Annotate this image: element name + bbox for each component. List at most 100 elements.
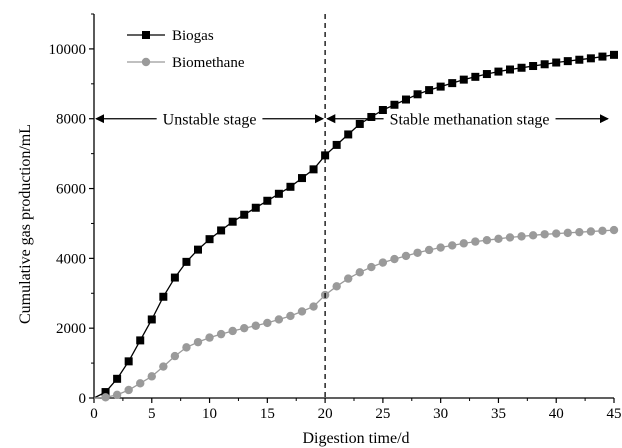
biogas-point bbox=[194, 245, 202, 254]
x-tick-label: 0 bbox=[90, 406, 98, 422]
biomethane-point bbox=[124, 385, 133, 395]
biogas-point bbox=[529, 62, 538, 71]
y-tick-label: 8000 bbox=[56, 112, 86, 128]
biogas-point bbox=[332, 140, 341, 149]
biomethane-point bbox=[263, 318, 272, 328]
biomethane-point bbox=[505, 233, 515, 242]
annotation-layer: Unstable stage Stable methanation stage bbox=[95, 14, 609, 398]
stable-stage-label: Stable methanation stage bbox=[390, 112, 550, 129]
biomethane-point bbox=[182, 343, 191, 352]
biogas-point bbox=[482, 70, 491, 79]
x-tick-label: 45 bbox=[607, 406, 622, 422]
biomethane-point bbox=[609, 225, 619, 235]
biogas-point bbox=[494, 67, 503, 76]
biomethane-point bbox=[355, 268, 364, 277]
biomethane-point bbox=[390, 254, 399, 264]
biogas-point bbox=[413, 90, 422, 99]
biomethane-point bbox=[424, 245, 434, 255]
biogas-point bbox=[298, 174, 306, 183]
biogas-point bbox=[251, 203, 260, 212]
x-axis-label: Digestion time/d bbox=[302, 430, 409, 447]
biomethane-point bbox=[112, 390, 122, 400]
biomethane-point bbox=[240, 323, 249, 333]
biogas-point bbox=[563, 57, 572, 66]
biogas-point bbox=[586, 54, 595, 63]
biomethane-point bbox=[448, 241, 457, 250]
biomethane-point bbox=[552, 229, 561, 238]
legend-biogas-marker bbox=[142, 31, 150, 39]
x-tick-label: 15 bbox=[260, 406, 275, 422]
biogas-point bbox=[575, 55, 584, 64]
biomethane-point bbox=[286, 311, 295, 321]
x-tick-label: 30 bbox=[433, 406, 448, 422]
biomethane-point bbox=[344, 274, 353, 283]
biomethane-point bbox=[251, 321, 260, 330]
biomethane-point bbox=[413, 248, 422, 257]
biomethane-point bbox=[482, 236, 492, 245]
y-tick-label: 10000 bbox=[49, 42, 87, 58]
biogas-point bbox=[367, 112, 376, 121]
biogas-point bbox=[205, 235, 214, 244]
biogas-point bbox=[147, 315, 156, 324]
biogas-point bbox=[390, 100, 399, 109]
biomethane-point bbox=[471, 237, 480, 246]
biogas-point bbox=[448, 79, 457, 88]
biogas-line bbox=[93, 54, 615, 399]
biogas-point bbox=[274, 189, 283, 198]
biomethane-point bbox=[205, 333, 214, 342]
biogas-point bbox=[610, 50, 618, 59]
biomethane-point bbox=[274, 315, 284, 324]
biogas-point bbox=[101, 388, 110, 397]
biomethane-point bbox=[332, 282, 341, 291]
biogas-point bbox=[159, 292, 168, 301]
y-tick-label: 4000 bbox=[56, 251, 86, 267]
y-tick-label: 0 bbox=[79, 391, 87, 407]
biomethane-point bbox=[147, 372, 156, 381]
biomethane-point bbox=[367, 262, 376, 272]
biomethane-point bbox=[297, 307, 307, 316]
biomethane-point bbox=[193, 337, 203, 347]
y-tick-label: 6000 bbox=[56, 182, 86, 198]
legend-biomethane-label: Biomethane bbox=[172, 55, 245, 71]
x-tick-label: 40 bbox=[549, 406, 564, 422]
biogas-point bbox=[136, 336, 145, 345]
biogas-point bbox=[182, 257, 191, 266]
biogas-point bbox=[598, 52, 607, 61]
y-tick-label: 2000 bbox=[56, 321, 86, 337]
biogas-point bbox=[309, 165, 318, 174]
biogas-point bbox=[344, 130, 353, 139]
biogas-point bbox=[540, 60, 549, 69]
biomethane-line bbox=[93, 229, 615, 399]
biomethane-point bbox=[136, 379, 145, 388]
biogas-point bbox=[263, 196, 272, 205]
biogas-point bbox=[355, 119, 364, 128]
biomethane-point bbox=[378, 258, 388, 267]
biomethane-point bbox=[575, 227, 584, 237]
biogas-point bbox=[402, 95, 410, 104]
biomethane-point bbox=[540, 230, 549, 239]
series-layer bbox=[93, 50, 619, 402]
x-tick-label: 10 bbox=[202, 406, 217, 422]
biomethane-point bbox=[598, 226, 607, 235]
biomethane-point bbox=[101, 393, 110, 402]
biogas-point bbox=[425, 86, 434, 95]
biomethane-point bbox=[309, 302, 318, 311]
unstable-stage-label: Unstable stage bbox=[163, 112, 257, 129]
plot-area: 0 5 10 15 20 25 30 35 40 45 0 2000 4000 6000 8000 10000 bbox=[49, 13, 622, 422]
biogas-point bbox=[113, 374, 122, 383]
biomethane-point bbox=[159, 362, 168, 371]
biogas-point bbox=[378, 106, 387, 114]
biomethane-point bbox=[459, 239, 468, 248]
y-axis-label: Cumulative gas production/mL bbox=[17, 124, 34, 324]
biogas-point bbox=[506, 65, 514, 74]
biogas-point bbox=[240, 210, 249, 219]
x-tick-label: 20 bbox=[318, 406, 333, 422]
x-tick-label: 25 bbox=[375, 406, 390, 422]
legend-biomethane-marker bbox=[141, 57, 151, 67]
biomethane-point bbox=[528, 231, 538, 240]
biomethane-point bbox=[216, 329, 226, 339]
biomethane-point bbox=[228, 326, 237, 336]
biogas-point bbox=[459, 75, 468, 84]
biomethane-point bbox=[170, 351, 180, 361]
